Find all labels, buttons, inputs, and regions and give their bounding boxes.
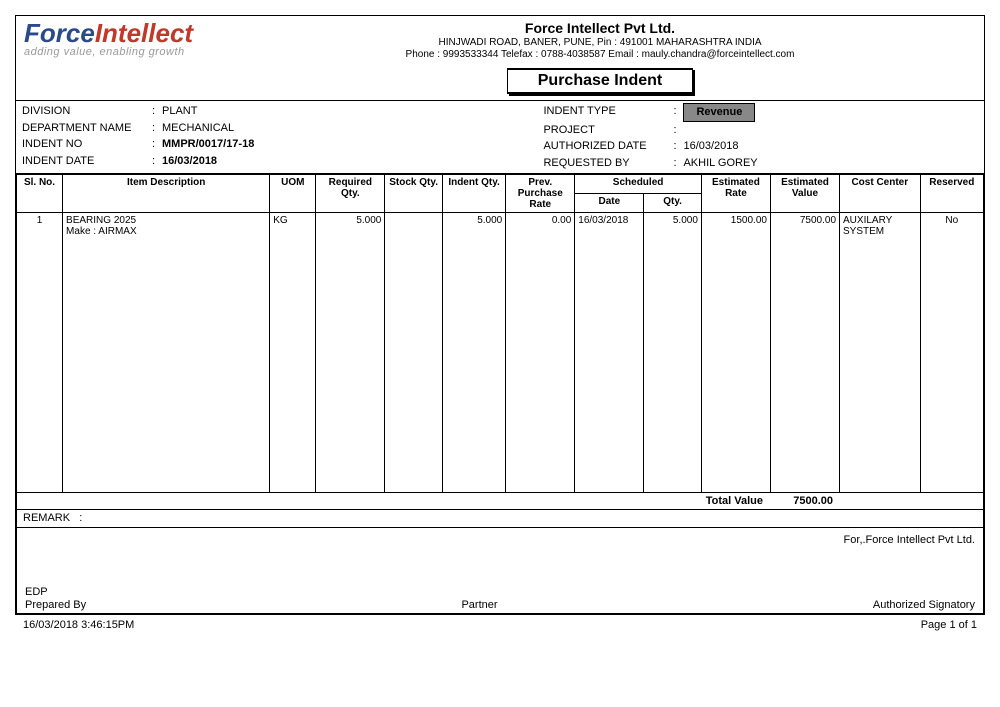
- logo-tagline: adding value, enabling growth: [24, 46, 224, 58]
- th-sched-date: Date: [575, 194, 644, 213]
- cell-prev-rate: 0.00: [506, 213, 575, 493]
- indent-type-value: Revenue: [683, 103, 755, 122]
- footer-timestamp: 16/03/2018 3:46:15PM: [23, 619, 134, 631]
- th-sl-no: Sl. No.: [17, 175, 63, 213]
- company-block: Force Intellect Pvt Ltd. HINJWADI ROAD, …: [224, 20, 976, 98]
- cell-indent-qty: 5.000: [442, 213, 505, 493]
- th-sched-qty: Qty.: [644, 194, 702, 213]
- document-frame: ForceIntellect adding value, enabling gr…: [15, 15, 985, 615]
- logo-force: Force: [24, 18, 95, 48]
- th-est-value: Estimated Value: [770, 175, 839, 213]
- project-label: PROJECT: [543, 122, 673, 139]
- company-contact: Phone : 9993533344 Telefax : 0788-403858…: [224, 49, 976, 60]
- edp-label: EDP: [25, 586, 975, 598]
- total-row: Total Value 7500.00: [16, 493, 984, 510]
- th-req-qty: Required Qty.: [316, 175, 385, 213]
- auth-date-value: 16/03/2018: [683, 138, 978, 155]
- cell-reserved: No: [920, 213, 983, 493]
- th-scheduled: Scheduled: [575, 175, 702, 194]
- cell-est-rate: 1500.00: [701, 213, 770, 493]
- indent-date-label: INDENT DATE: [22, 153, 152, 170]
- remark-label: REMARK: [23, 512, 70, 524]
- prepared-by: Prepared By: [25, 599, 86, 611]
- cell-sched-date: 16/03/2018: [575, 213, 644, 493]
- meta-section: DIVISION : PLANT DEPARTMENT NAME : MECHA…: [16, 100, 984, 174]
- logo-intellect: Intellect: [95, 18, 193, 48]
- authorized-signatory: Authorized Signatory: [873, 599, 975, 611]
- item-line2: Make : AIRMAX: [66, 226, 266, 237]
- cell-uom: KG: [270, 213, 316, 493]
- document-title: Purchase Indent: [507, 68, 693, 94]
- table-row: 1 BEARING 2025 Make : AIRMAX KG 5.000 5.…: [17, 213, 984, 493]
- requested-by-value: AKHIL GOREY: [683, 155, 978, 172]
- cell-sl-no: 1: [17, 213, 63, 493]
- cell-sched-qty: 5.000: [644, 213, 702, 493]
- for-company: For,.Force Intellect Pvt Ltd.: [25, 534, 975, 546]
- indent-no-label: INDENT NO: [22, 136, 152, 153]
- th-prev-rate: Prev. Purchase Rate: [506, 175, 575, 213]
- total-label: Total Value: [706, 495, 783, 507]
- cell-req-qty: 5.000: [316, 213, 385, 493]
- total-value: 7500.00: [783, 495, 863, 507]
- remark-section: REMARK :: [16, 510, 984, 528]
- item-line1: BEARING 2025: [66, 215, 266, 226]
- project-value: [683, 122, 978, 139]
- indent-date-value: 16/03/2018: [162, 153, 543, 170]
- page-footer: 16/03/2018 3:46:15PM Page 1 of 1: [15, 615, 985, 633]
- department-value: MECHANICAL: [162, 120, 543, 137]
- header: ForceIntellect adding value, enabling gr…: [16, 16, 984, 100]
- th-cost-center: Cost Center: [840, 175, 921, 213]
- th-uom: UOM: [270, 175, 316, 213]
- division-label: DIVISION: [22, 103, 152, 120]
- th-item-desc: Item Description: [63, 175, 270, 213]
- requested-by-label: REQUESTED BY: [543, 155, 673, 172]
- th-est-rate: Estimated Rate: [701, 175, 770, 213]
- footer-page: Page 1 of 1: [921, 619, 977, 631]
- indent-no-value: MMPR/0017/17-18: [162, 136, 543, 153]
- partner: Partner: [461, 599, 497, 611]
- logo: ForceIntellect adding value, enabling gr…: [24, 20, 224, 98]
- division-value: PLANT: [162, 103, 543, 120]
- items-table: Sl. No. Item Description UOM Required Qt…: [16, 174, 984, 493]
- cell-item-desc: BEARING 2025 Make : AIRMAX: [63, 213, 270, 493]
- department-label: DEPARTMENT NAME: [22, 120, 152, 137]
- th-indent-qty: Indent Qty.: [442, 175, 505, 213]
- cell-cost-center: AUXILARY SYSTEM: [840, 213, 921, 493]
- cell-est-value: 7500.00: [770, 213, 839, 493]
- indent-type-label: INDENT TYPE: [543, 103, 673, 122]
- th-stock-qty: Stock Qty.: [385, 175, 443, 213]
- company-address: HINJWADI ROAD, BANER, PUNE, Pin : 491001…: [224, 37, 976, 48]
- signature-section: For,.Force Intellect Pvt Ltd. EDP Prepar…: [16, 528, 984, 614]
- cell-stock-qty: [385, 213, 443, 493]
- auth-date-label: AUTHORIZED DATE: [543, 138, 673, 155]
- th-reserved: Reserved: [920, 175, 983, 213]
- company-name: Force Intellect Pvt Ltd.: [224, 20, 976, 36]
